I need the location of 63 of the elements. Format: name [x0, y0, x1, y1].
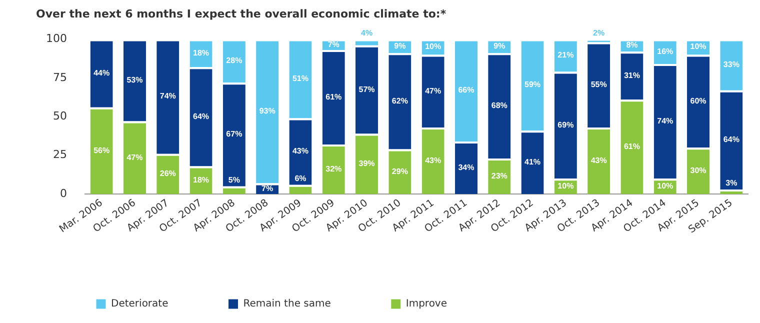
data-label: 21%: [558, 50, 574, 60]
data-label: 39%: [358, 159, 375, 168]
data-label: 57%: [358, 84, 375, 94]
data-label: 64%: [723, 135, 740, 144]
data-label: 6%: [294, 174, 306, 184]
legend-label: Remain the same: [243, 298, 331, 310]
data-label: 26%: [160, 169, 176, 178]
data-label: 18%: [193, 48, 210, 58]
y-tick-label: 75: [52, 70, 67, 84]
legend-label: Improve: [406, 298, 448, 310]
data-label: 2%: [593, 28, 605, 38]
data-label: 55%: [590, 80, 607, 90]
data-label: 64%: [193, 112, 210, 121]
legend-label: Deteriorate: [111, 298, 168, 310]
data-label: 56%: [94, 146, 110, 155]
data-label: 66%: [458, 86, 474, 95]
data-label: 60%: [690, 96, 706, 106]
data-label: 33%: [723, 60, 740, 69]
data-label: 74%: [160, 92, 176, 101]
data-label: 43%: [590, 156, 607, 166]
data-label: 41%: [524, 158, 541, 167]
data-label: 28%: [226, 56, 242, 66]
data-label: 34%: [458, 162, 474, 172]
data-label: 43%: [292, 146, 308, 156]
data-label: 10%: [558, 182, 574, 191]
data-label: 7%: [328, 40, 340, 49]
data-label: 18%: [193, 175, 210, 184]
data-label: 29%: [392, 166, 408, 176]
y-tick-label: 100: [46, 32, 67, 46]
data-label: 44%: [94, 68, 110, 78]
data-label: 61%: [326, 92, 342, 102]
data-label: 74%: [657, 116, 674, 126]
data-label: 9%: [494, 41, 506, 50]
data-label: 8%: [626, 40, 638, 50]
data-label: 31%: [624, 70, 640, 80]
y-tick-label: 0: [60, 186, 67, 200]
data-label: 43%: [425, 156, 442, 166]
data-label: 67%: [226, 130, 242, 139]
data-label: 23%: [491, 172, 508, 181]
data-label: 68%: [491, 101, 508, 110]
data-label: 59%: [524, 80, 541, 90]
data-label: 16%: [657, 46, 674, 56]
data-label: 4%: [360, 28, 373, 38]
data-label: 47%: [126, 152, 143, 162]
y-tick-label: 25: [52, 148, 67, 162]
data-label: 47%: [425, 86, 442, 96]
data-label: 32%: [326, 164, 342, 174]
data-label: 93%: [259, 106, 276, 116]
data-label: 61%: [624, 142, 640, 152]
data-label: 10%: [690, 42, 706, 52]
data-label: 7%: [262, 184, 274, 193]
data-label: 69%: [558, 120, 574, 130]
y-tick-label: 50: [52, 110, 67, 123]
data-label: 51%: [292, 74, 308, 83]
data-label: 3%: [726, 178, 738, 188]
data-label: 10%: [657, 182, 674, 191]
data-label: 30%: [690, 166, 706, 176]
data-label: 53%: [126, 75, 143, 84]
chart-title: Over the next 6 months I expect the overall economic climate to:*: [36, 7, 446, 20]
data-label: 5%: [228, 176, 240, 185]
data-label: 62%: [392, 96, 408, 106]
data-label: 10%: [425, 42, 442, 52]
data-label: 9%: [394, 41, 406, 50]
